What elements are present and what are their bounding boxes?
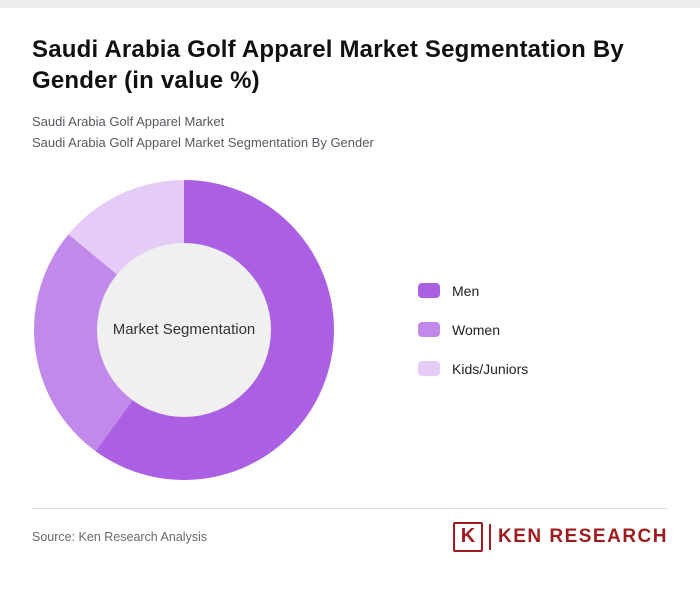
page-title: Saudi Arabia Golf Apparel Market Segment… [32,36,624,95]
legend-swatch-women [418,322,440,338]
legend-item-men: Men [418,283,528,299]
ken-research-logo: K KEN RESEARCH [452,521,668,552]
source-text: Source: Ken Research Analysis [32,529,208,544]
donut-hole: Market Segmentation [97,242,271,417]
legend-item-women: Women [418,322,528,338]
legend-item-kids: Kids/Juniors [418,361,528,377]
legend-label-kids: Kids/Juniors [452,360,529,377]
footer: Source: Ken Research Analysis K KEN RESE… [0,521,700,552]
legend-label-women: Women [452,321,500,338]
ken-research-k-icon: K [452,521,483,552]
chart-subtitles: Saudi Arabia Golf Apparel Market Saudi A… [32,112,668,154]
subtitle-market: Saudi Arabia Golf Apparel Market [32,114,225,130]
ken-research-wordmark: KEN RESEARCH [497,525,668,547]
top-strip [0,0,700,8]
logo-divider [488,523,491,550]
chart-section: Market Segmentation Men Women Kids/Junio… [32,179,668,480]
legend-label-men: Men [452,282,480,299]
legend-swatch-kids [418,361,440,377]
chart-legend: Men Women Kids/Juniors [418,283,528,377]
page-content: Saudi Arabia Golf Apparel Market Segment… [0,34,700,480]
footer-divider [32,507,668,509]
donut-center-label: Market Segmentation [112,321,256,339]
subtitle-segmentation: Saudi Arabia Golf Apparel Market Segment… [32,135,374,151]
donut-chart-wrap: Market Segmentation [34,179,334,480]
legend-swatch-men [418,283,440,299]
